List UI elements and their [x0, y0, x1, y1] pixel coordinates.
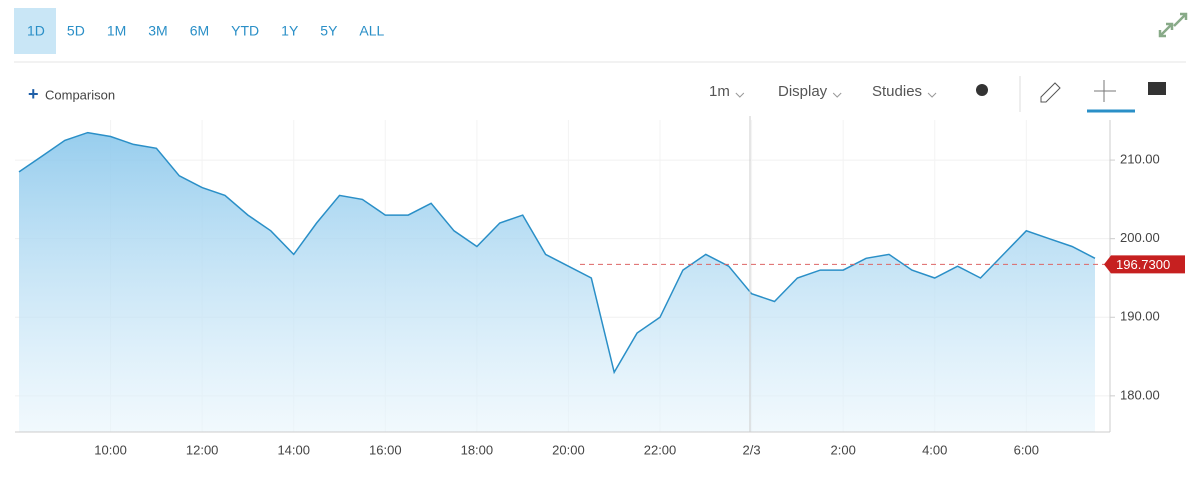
last-price-label: 196.7300 [1116, 257, 1170, 272]
dropdown-caret [832, 92, 842, 98]
x-tick-label: 14:00 [277, 442, 310, 457]
active-range [14, 8, 56, 54]
x-tick-label: 18:00 [461, 442, 494, 457]
toolbar-button[interactable]: 1m [709, 83, 730, 100]
y-tick-label: 200.00 [1120, 230, 1160, 245]
range-button[interactable]: YTD [231, 23, 259, 39]
x-tick-label: 2/3 [743, 442, 761, 457]
comparison-button[interactable]: Comparison [45, 87, 115, 102]
expand-icon[interactable] [1158, 12, 1188, 38]
dropdown-caret [927, 92, 937, 98]
x-tick-label: 22:00 [644, 442, 677, 457]
range-button[interactable]: 3M [148, 23, 167, 39]
dropdown-caret [735, 92, 745, 98]
x-tick-label: 6:00 [1014, 442, 1039, 457]
range-button[interactable]: 1Y [281, 23, 299, 39]
y-tick-label: 190.00 [1120, 309, 1160, 324]
range-button[interactable]: ALL [359, 23, 384, 39]
comment-icon[interactable] [1148, 82, 1166, 95]
last-price-tag [1104, 255, 1185, 274]
crosshair-icon[interactable] [1094, 80, 1116, 102]
x-tick-label: 4:00 [922, 442, 947, 457]
price-line [18, 131, 1096, 375]
draw-icon[interactable] [1040, 82, 1061, 103]
x-tick-label: 2:00 [831, 442, 856, 457]
range-button[interactable]: 1D [27, 23, 45, 39]
range-button[interactable]: 1M [107, 23, 126, 39]
range-button[interactable]: 5Y [320, 23, 338, 39]
x-tick-label: 16:00 [369, 442, 402, 457]
range-button[interactable]: 6M [190, 23, 209, 39]
x-tick-label: 10:00 [94, 442, 127, 457]
plus-icon[interactable]: + [28, 84, 39, 104]
x-tick-label: 12:00 [186, 442, 219, 457]
y-tick-label: 210.00 [1120, 152, 1160, 167]
x-tick-label: 20:00 [552, 442, 585, 457]
settings-icon[interactable] [976, 84, 988, 96]
area [19, 132, 1095, 432]
toolbar-button[interactable]: Studies [872, 83, 922, 100]
toolbar-button[interactable]: Display [778, 83, 828, 100]
y-tick-label: 180.00 [1120, 387, 1160, 402]
range-button[interactable]: 5D [67, 23, 85, 39]
